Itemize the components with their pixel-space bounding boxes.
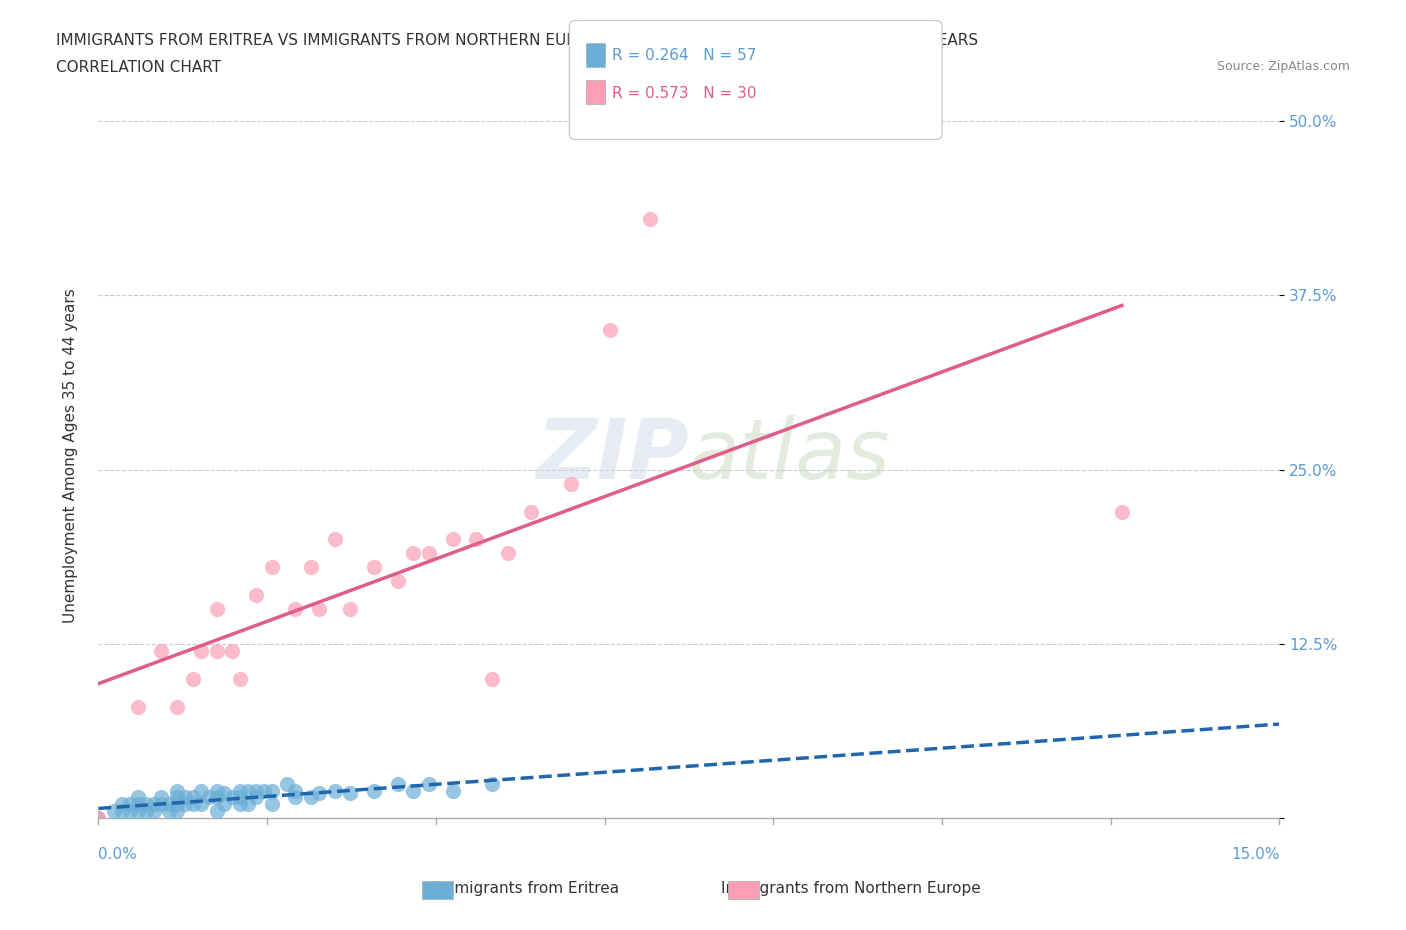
Point <box>166 797 188 812</box>
Point <box>229 783 252 798</box>
Point <box>221 644 243 658</box>
Point <box>260 560 283 575</box>
Point <box>496 546 519 561</box>
Point <box>481 671 503 686</box>
Point <box>190 797 212 812</box>
Point <box>214 797 236 812</box>
Text: ZIP: ZIP <box>536 415 689 497</box>
Point <box>245 783 267 798</box>
Point <box>284 783 307 798</box>
Point <box>197 790 219 805</box>
Point <box>174 790 197 805</box>
Point <box>111 804 134 819</box>
Point <box>638 211 661 226</box>
Text: Immigrants from Northern Europe: Immigrants from Northern Europe <box>721 881 980 896</box>
Point <box>363 783 385 798</box>
Point <box>157 797 180 812</box>
Point <box>308 786 330 801</box>
Text: CORRELATION CHART: CORRELATION CHART <box>56 60 221 75</box>
Point <box>190 644 212 658</box>
Point <box>87 811 110 826</box>
Point <box>276 776 298 790</box>
Text: IMMIGRANTS FROM ERITREA VS IMMIGRANTS FROM NORTHERN EUROPE UNEMPLOYMENT AMONG AG: IMMIGRANTS FROM ERITREA VS IMMIGRANTS FR… <box>56 33 979 47</box>
Text: 0.0%: 0.0% <box>98 847 138 862</box>
Point <box>441 532 464 547</box>
Point <box>118 797 141 812</box>
Point <box>87 811 110 826</box>
Point <box>402 783 425 798</box>
Point <box>465 532 488 547</box>
Point <box>284 602 307 617</box>
Point <box>142 797 165 812</box>
Point <box>166 699 188 714</box>
Point <box>181 671 204 686</box>
Text: Source: ZipAtlas.com: Source: ZipAtlas.com <box>1216 60 1350 73</box>
Point <box>560 476 582 491</box>
Point <box>127 804 149 819</box>
Point <box>323 532 346 547</box>
Point <box>229 797 252 812</box>
Point <box>387 776 409 790</box>
Point <box>229 790 252 805</box>
Point <box>245 588 267 603</box>
Text: Immigrants from Eritrea: Immigrants from Eritrea <box>436 881 619 896</box>
Point <box>174 797 197 812</box>
Point <box>103 804 125 819</box>
Point <box>363 560 385 575</box>
Point <box>205 804 228 819</box>
Text: R = 0.264   N = 57: R = 0.264 N = 57 <box>612 48 756 63</box>
Point <box>284 790 307 805</box>
Point <box>214 786 236 801</box>
Point <box>181 790 204 805</box>
Text: atlas: atlas <box>689 415 890 497</box>
Point <box>205 644 228 658</box>
Point <box>418 776 440 790</box>
Text: R = 0.573   N = 30: R = 0.573 N = 30 <box>612 86 756 100</box>
Point <box>205 602 228 617</box>
Point <box>441 783 464 798</box>
Point <box>150 644 173 658</box>
Point <box>260 797 283 812</box>
Point <box>418 546 440 561</box>
Point <box>323 783 346 798</box>
Point <box>135 804 157 819</box>
Point <box>308 602 330 617</box>
Point <box>299 560 322 575</box>
Point <box>127 797 149 812</box>
Point <box>339 602 361 617</box>
Point <box>190 783 212 798</box>
Point <box>205 790 228 805</box>
Point <box>181 797 204 812</box>
Point <box>245 790 267 805</box>
Point <box>166 790 188 805</box>
Point <box>236 797 259 812</box>
Point <box>150 790 173 805</box>
Point <box>205 783 228 798</box>
Point <box>135 797 157 812</box>
Point <box>111 797 134 812</box>
Text: 15.0%: 15.0% <box>1232 847 1279 862</box>
Point <box>127 699 149 714</box>
Point <box>402 546 425 561</box>
Point <box>236 783 259 798</box>
Point <box>142 804 165 819</box>
Point <box>150 797 173 812</box>
Point <box>481 776 503 790</box>
Point <box>520 504 543 519</box>
Point <box>166 783 188 798</box>
Point <box>127 790 149 805</box>
Point <box>299 790 322 805</box>
Point <box>157 804 180 819</box>
Point <box>166 804 188 819</box>
Point <box>253 783 276 798</box>
Point <box>599 323 621 338</box>
Point <box>1111 504 1133 519</box>
Point <box>260 783 283 798</box>
Point <box>229 671 252 686</box>
Point <box>221 790 243 805</box>
Y-axis label: Unemployment Among Ages 35 to 44 years: Unemployment Among Ages 35 to 44 years <box>63 288 77 623</box>
Point <box>339 786 361 801</box>
Point <box>387 574 409 589</box>
Point <box>118 804 141 819</box>
